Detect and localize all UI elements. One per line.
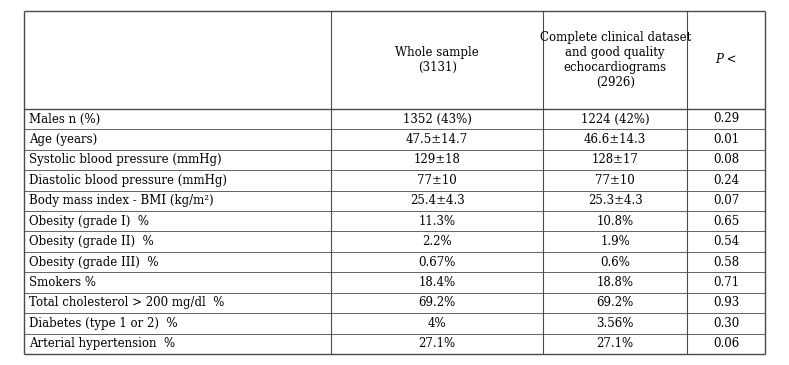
Text: 3.56%: 3.56% xyxy=(596,317,634,330)
Text: 69.2%: 69.2% xyxy=(418,296,456,310)
Text: Smokers %: Smokers % xyxy=(29,276,96,289)
Text: Diastolic blood pressure (mmHg): Diastolic blood pressure (mmHg) xyxy=(29,174,227,187)
Text: 1352 (43%): 1352 (43%) xyxy=(402,112,472,126)
Text: 47.5±14.7: 47.5±14.7 xyxy=(406,133,468,146)
Text: 27.1%: 27.1% xyxy=(596,337,634,350)
Text: 0.67%: 0.67% xyxy=(418,255,456,269)
Text: 1224 (42%): 1224 (42%) xyxy=(581,112,649,126)
Text: Males n (%): Males n (%) xyxy=(29,112,100,126)
Text: Complete clinical dataset
and good quality
echocardiograms
(2926): Complete clinical dataset and good quali… xyxy=(540,31,690,89)
Text: 129±18: 129±18 xyxy=(413,153,461,166)
Text: Total cholesterol > 200 mg/dl  %: Total cholesterol > 200 mg/dl % xyxy=(29,296,225,310)
Text: 25.4±4.3: 25.4±4.3 xyxy=(409,194,465,207)
Text: 69.2%: 69.2% xyxy=(596,296,634,310)
Text: 18.8%: 18.8% xyxy=(596,276,634,289)
Text: 0.93: 0.93 xyxy=(713,296,739,310)
Text: 0.08: 0.08 xyxy=(713,153,739,166)
Text: 18.4%: 18.4% xyxy=(419,276,456,289)
Text: Obesity (grade II)  %: Obesity (grade II) % xyxy=(29,235,154,248)
Text: 0.29: 0.29 xyxy=(713,112,739,126)
Text: 128±17: 128±17 xyxy=(592,153,638,166)
Text: P <: P < xyxy=(716,53,737,66)
Text: 0.65: 0.65 xyxy=(713,215,739,228)
Text: 0.30: 0.30 xyxy=(713,317,739,330)
Text: 0.58: 0.58 xyxy=(713,255,739,269)
Text: 0.06: 0.06 xyxy=(713,337,739,350)
Text: 25.3±4.3: 25.3±4.3 xyxy=(588,194,642,207)
Text: Arterial hypertension  %: Arterial hypertension % xyxy=(29,337,175,350)
Text: 4%: 4% xyxy=(428,317,447,330)
Text: Obesity (grade III)  %: Obesity (grade III) % xyxy=(29,255,159,269)
Text: Whole sample
(3131): Whole sample (3131) xyxy=(395,46,479,74)
Text: Diabetes (type 1 or 2)  %: Diabetes (type 1 or 2) % xyxy=(29,317,178,330)
Text: Body mass index - BMI (kg/m²): Body mass index - BMI (kg/m²) xyxy=(29,194,214,207)
Text: 77±10: 77±10 xyxy=(595,174,635,187)
Text: 77±10: 77±10 xyxy=(417,174,457,187)
Text: Systolic blood pressure (mmHg): Systolic blood pressure (mmHg) xyxy=(29,153,222,166)
Text: 2.2%: 2.2% xyxy=(422,235,452,248)
Text: 46.6±14.3: 46.6±14.3 xyxy=(584,133,646,146)
Text: Age (years): Age (years) xyxy=(29,133,98,146)
Text: 0.24: 0.24 xyxy=(713,174,739,187)
Text: Obesity (grade I)  %: Obesity (grade I) % xyxy=(29,215,149,228)
Text: 10.8%: 10.8% xyxy=(596,215,634,228)
Text: 1.9%: 1.9% xyxy=(600,235,630,248)
Text: 0.6%: 0.6% xyxy=(600,255,630,269)
Text: 11.3%: 11.3% xyxy=(419,215,456,228)
Text: 0.07: 0.07 xyxy=(713,194,739,207)
Text: 0.01: 0.01 xyxy=(713,133,739,146)
Text: 27.1%: 27.1% xyxy=(419,337,456,350)
Text: 0.54: 0.54 xyxy=(713,235,739,248)
Text: 0.71: 0.71 xyxy=(713,276,739,289)
